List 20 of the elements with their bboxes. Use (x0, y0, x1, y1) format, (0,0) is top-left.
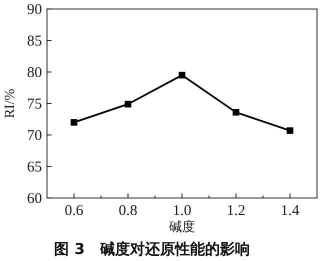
x-tick-label: 1.4 (280, 203, 300, 219)
caption: 图 3 碱度对还原性能的影响 (54, 240, 250, 258)
x-tick-label: 0.8 (118, 203, 138, 219)
x-axis-title: 碱度 (169, 219, 195, 235)
point (178, 72, 186, 78)
x-tick-label: 1.0 (172, 203, 192, 219)
point (286, 127, 294, 134)
y-axis-title: RI/% (3, 88, 18, 118)
point (232, 109, 240, 116)
x-tick-label: 0.6 (64, 203, 84, 219)
y-tick-label: 70 (27, 128, 42, 144)
x-tick-label: 1.2 (226, 203, 246, 219)
y-tick-label: 90 (27, 2, 42, 18)
y-tick-label: 60 (27, 191, 42, 207)
y-tick-label: 80 (27, 65, 42, 81)
point (124, 100, 132, 108)
point (70, 119, 78, 126)
y-tick-label: 75 (27, 96, 42, 112)
y-tick-label: 85 (27, 34, 42, 50)
y-tick-label: 65 (27, 160, 42, 176)
